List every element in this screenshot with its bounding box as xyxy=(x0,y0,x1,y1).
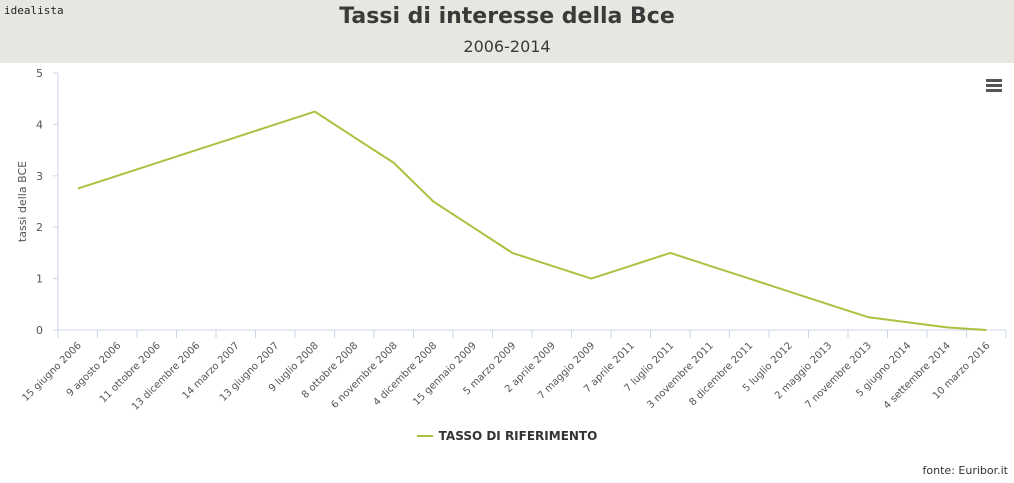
chart-subtitle: 2006-2014 xyxy=(463,37,551,56)
source-note: fonte: Euribor.it xyxy=(922,464,1008,477)
data-point xyxy=(154,160,160,166)
x-tick-label: 6 novembre 2008 xyxy=(329,340,400,411)
data-point xyxy=(430,199,436,205)
chart-header: idealista Tassi di interesse della Bce 2… xyxy=(0,0,1014,63)
data-point xyxy=(233,134,239,140)
x-tick-label: 7 novembre 2013 xyxy=(803,340,874,411)
data-point xyxy=(944,324,950,330)
data-point xyxy=(75,186,81,192)
y-tick-label: 5 xyxy=(36,67,43,80)
data-point xyxy=(667,250,673,256)
data-point xyxy=(825,301,831,307)
x-tick-label: 4 settembre 2014 xyxy=(882,340,953,411)
legend-swatch xyxy=(416,434,433,437)
data-point xyxy=(588,276,594,282)
y-tick-label: 3 xyxy=(36,170,43,183)
data-point xyxy=(707,263,713,269)
legend-label: TASSO DI RIFERIMENTO xyxy=(438,429,598,443)
data-point xyxy=(470,224,476,230)
data-point xyxy=(865,314,871,320)
hamburger-menu-icon[interactable] xyxy=(984,78,1004,94)
data-point xyxy=(272,121,278,127)
data-point xyxy=(391,160,397,166)
data-point xyxy=(549,263,555,269)
y-tick-label: 4 xyxy=(36,118,43,131)
data-point xyxy=(786,288,792,294)
y-tick-label: 0 xyxy=(36,324,43,337)
x-tick-label: 13 dicembre 2006 xyxy=(130,340,202,412)
data-point xyxy=(904,319,910,325)
chart-title: Tassi di interesse della Bce xyxy=(339,4,675,29)
data-point xyxy=(193,147,199,153)
legend-item[interactable]: TASSO DI RIFERIMENTO xyxy=(0,429,1014,443)
brand-logo: idealista xyxy=(4,4,64,17)
data-point xyxy=(351,134,357,140)
y-axis-title: tassi della BCE xyxy=(16,161,29,242)
data-point xyxy=(628,263,634,269)
data-point xyxy=(983,327,989,333)
data-point xyxy=(746,276,752,282)
y-tick-label: 2 xyxy=(36,221,43,234)
data-point xyxy=(114,173,120,179)
data-point xyxy=(509,250,515,256)
y-tick-label: 1 xyxy=(36,273,43,286)
data-point xyxy=(312,109,318,115)
x-tick-label: 3 novembre 2011 xyxy=(645,340,716,411)
series-line-tasso-di-riferimento xyxy=(77,110,987,331)
